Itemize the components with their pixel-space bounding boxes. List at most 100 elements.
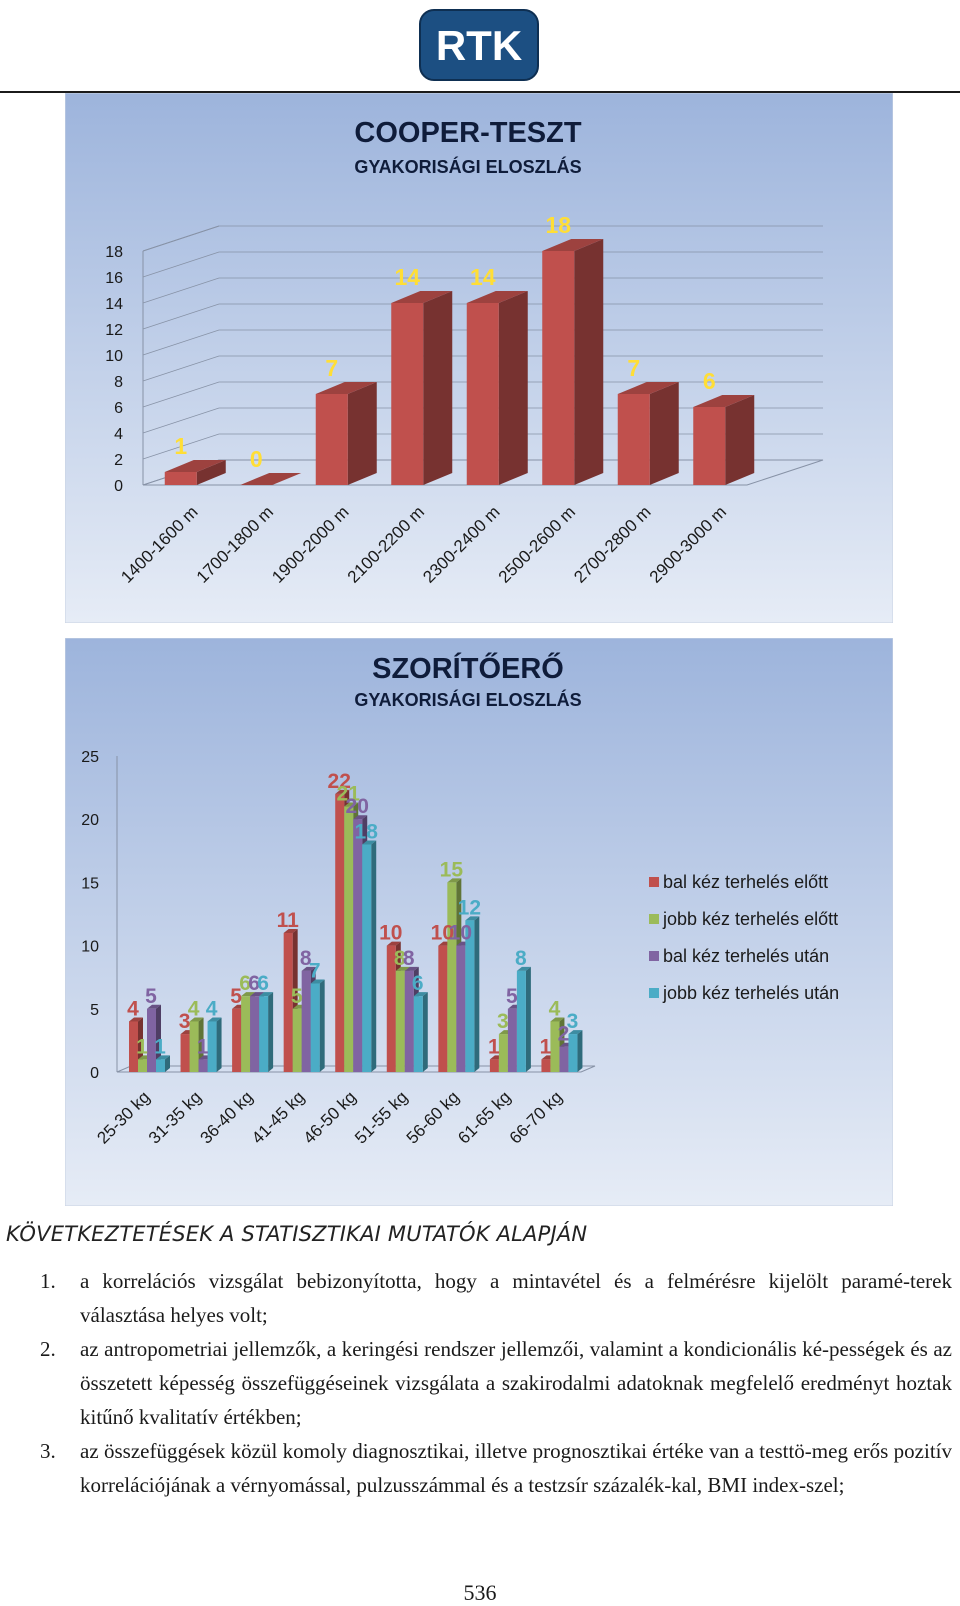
- cooper-title: COOPER-TESZT: [354, 117, 581, 149]
- item-number: 3.: [40, 1439, 56, 1463]
- data-label: 7: [309, 960, 321, 983]
- y-tick-label: 25: [81, 749, 99, 766]
- y-tick-label: 0: [114, 478, 123, 495]
- data-label: 1: [154, 1035, 166, 1058]
- item-text: az antropometriai jellemzők, a keringési…: [80, 1337, 952, 1429]
- bar-4: [465, 916, 480, 1072]
- data-label: 3: [567, 1010, 579, 1033]
- legend-label: bal kéz terhelés előtt: [663, 872, 828, 892]
- header-rule: [0, 91, 960, 93]
- y-tick-label: 10: [105, 348, 123, 365]
- legend-swatch: [649, 988, 659, 998]
- data-label: 8: [394, 947, 406, 970]
- data-label: 22: [328, 770, 351, 793]
- bar: [240, 473, 302, 485]
- data-label: 6: [703, 368, 716, 394]
- gridline: [142, 251, 823, 278]
- y-tick-label: 10: [81, 939, 99, 956]
- page-number: 536: [463, 1580, 497, 1605]
- y-tick-label: 20: [81, 812, 99, 829]
- legend-label: bal kéz terhelés után: [663, 946, 829, 966]
- gridline: [142, 329, 823, 356]
- data-label: 18: [545, 212, 571, 238]
- grip-subtitle: GYAKORISÁGI ELOSZLÁS: [354, 689, 581, 710]
- bar: [693, 395, 755, 485]
- data-label: 11: [277, 909, 300, 932]
- list-item: 3. az összefüggések közül komoly diagnos…: [0, 1434, 960, 1502]
- data-label: 1: [174, 433, 187, 459]
- data-label: 8: [403, 947, 415, 970]
- data-label: 6: [248, 972, 260, 995]
- data-label: 1: [197, 1035, 209, 1058]
- data-label: 0: [250, 446, 263, 472]
- item-number: 1.: [40, 1269, 56, 1293]
- data-label: 21: [337, 783, 361, 806]
- bar: [466, 291, 528, 485]
- data-label: 8: [515, 947, 527, 970]
- data-label: 14: [394, 264, 420, 290]
- grip-title: SZORÍTŐERŐ: [372, 651, 564, 685]
- bar: [617, 382, 679, 485]
- data-label: 7: [325, 355, 338, 381]
- bar: [315, 382, 377, 485]
- bar: [542, 239, 604, 485]
- data-label: 5: [230, 985, 242, 1008]
- data-label: 1: [488, 1035, 500, 1058]
- bar-4: [310, 979, 325, 1072]
- rtk-logo: RTK: [419, 9, 539, 81]
- data-label: 10: [449, 922, 472, 945]
- data-label: 14: [470, 264, 496, 290]
- bar-4: [156, 1055, 170, 1072]
- list-item: 1. a korrelációs vizsgálat bebizonyított…: [0, 1264, 960, 1332]
- data-label: 10: [379, 922, 402, 945]
- legend-swatch: [649, 914, 659, 924]
- item-text: a korrelációs vizsgálat bebizonyította, …: [80, 1269, 952, 1327]
- data-label: 15: [440, 858, 464, 881]
- data-label: 3: [179, 1010, 191, 1033]
- data-label: 20: [346, 795, 369, 818]
- bar-4: [207, 1017, 222, 1072]
- data-label: 2: [558, 1023, 570, 1046]
- gridline: [142, 303, 823, 330]
- y-tick-label: 2: [114, 452, 123, 469]
- data-label: 1: [136, 1035, 148, 1058]
- bar-4: [259, 992, 274, 1072]
- data-label: 5: [291, 985, 303, 1008]
- data-label: 12: [458, 896, 481, 919]
- data-label: 8: [300, 947, 312, 970]
- grip-chart-svg: SZORÍTŐERŐ GYAKORISÁGI ELOSZLÁS 05101520…: [64, 637, 894, 1207]
- bar-4: [413, 992, 428, 1072]
- gridline: [142, 381, 823, 408]
- y-tick-label: 12: [105, 322, 123, 339]
- y-tick-label: 4: [114, 426, 123, 443]
- bar-4: [568, 1030, 583, 1072]
- logo-text: RTK: [436, 22, 522, 69]
- bar: [391, 291, 453, 485]
- grip-strength-chart: SZORÍTŐERŐ GYAKORISÁGI ELOSZLÁS 0 5 10 15 20…: [64, 637, 894, 1207]
- legend-label: jobb kéz terhelés előtt: [662, 909, 838, 929]
- data-label: 5: [506, 985, 518, 1008]
- legend-swatch: [649, 877, 659, 887]
- gridline: [142, 277, 823, 304]
- cooper-chart-svg: COOPER-TESZT GYAKORISÁGI ELOSZLÁS 0 2 4 6 8 1…: [64, 92, 894, 624]
- y-tick-label: 8: [114, 374, 123, 391]
- legend-swatch: [649, 951, 659, 961]
- data-label: 6: [412, 972, 424, 995]
- bar: [164, 460, 226, 485]
- y-tick-label: 18: [105, 244, 123, 261]
- cooper-subtitle: GYAKORISÁGI ELOSZLÁS: [354, 156, 581, 177]
- data-label: 4: [188, 997, 200, 1020]
- data-label: 6: [257, 972, 269, 995]
- y-tick-label: 6: [114, 400, 123, 417]
- bar-3: [147, 1004, 161, 1072]
- data-label: 1: [540, 1035, 552, 1058]
- conclusions-heading: KÖVETKEZTETÉSEK A STATISZTIKAI MUTATÓK A…: [6, 1222, 588, 1246]
- item-text: az összefüggések közül komoly diagnoszti…: [80, 1439, 952, 1497]
- gridline: [142, 225, 823, 252]
- y-tick-label: 15: [81, 875, 99, 892]
- floor-outline: [116, 1065, 596, 1073]
- gridline: [142, 355, 823, 382]
- bar-4: [516, 966, 531, 1072]
- data-label: 4: [127, 997, 139, 1020]
- y-tick-label: 14: [105, 296, 123, 313]
